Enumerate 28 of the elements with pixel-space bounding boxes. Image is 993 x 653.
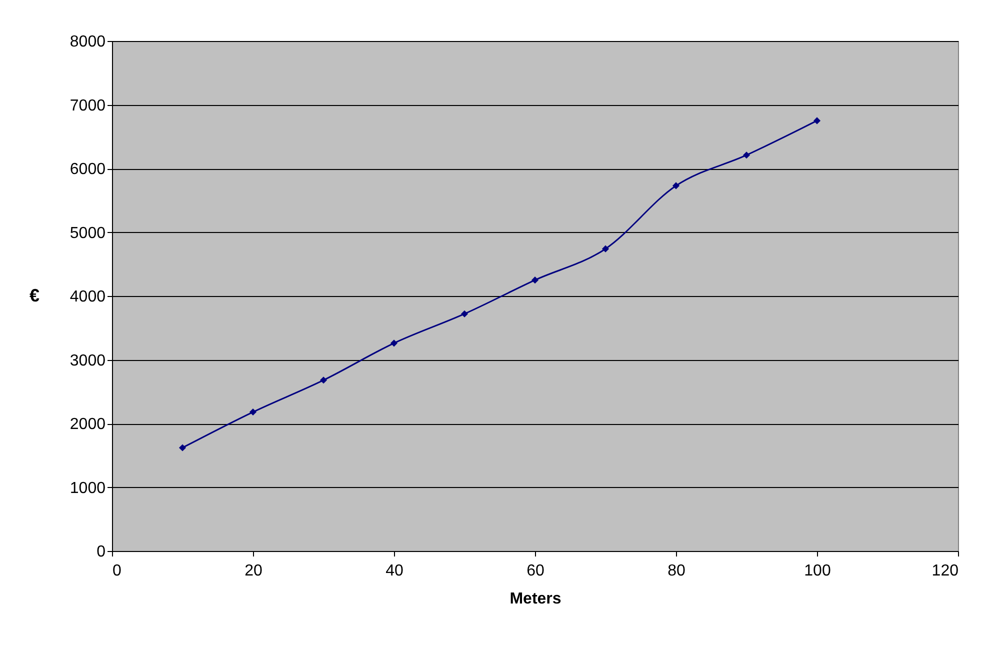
point [742, 152, 750, 159]
y-axis-title: € [29, 286, 40, 306]
y-tick-label: 8000 [70, 34, 106, 50]
point [602, 245, 610, 252]
x-tick-label: 100 [804, 562, 831, 580]
x-tick-label: 80 [668, 562, 686, 580]
point [672, 182, 680, 190]
point [813, 117, 821, 124]
y-tick-label: 3000 [70, 352, 106, 370]
x-tick-label: 20 [244, 562, 262, 580]
point [390, 340, 398, 347]
x-tick-label: 60 [526, 562, 544, 580]
y-tick-label: 2000 [70, 416, 106, 433]
point [531, 276, 539, 284]
y-tick-label: 1000 [70, 480, 106, 497]
y-tick-label: 7000 [70, 97, 106, 114]
point [460, 310, 468, 318]
point [178, 444, 186, 452]
x-tick-label: 40 [386, 562, 404, 580]
x-tick-label: 120 [932, 562, 959, 580]
y-tick-label: 0 [96, 544, 106, 560]
y-tick-label: 6000 [70, 161, 106, 178]
x-tick-label: 0 [112, 562, 122, 580]
point [320, 376, 328, 384]
x-axis-title: Meters [510, 590, 562, 608]
y-tick-label: 5000 [70, 224, 106, 242]
y-tick-label: 4000 [70, 288, 106, 306]
point [249, 408, 257, 416]
